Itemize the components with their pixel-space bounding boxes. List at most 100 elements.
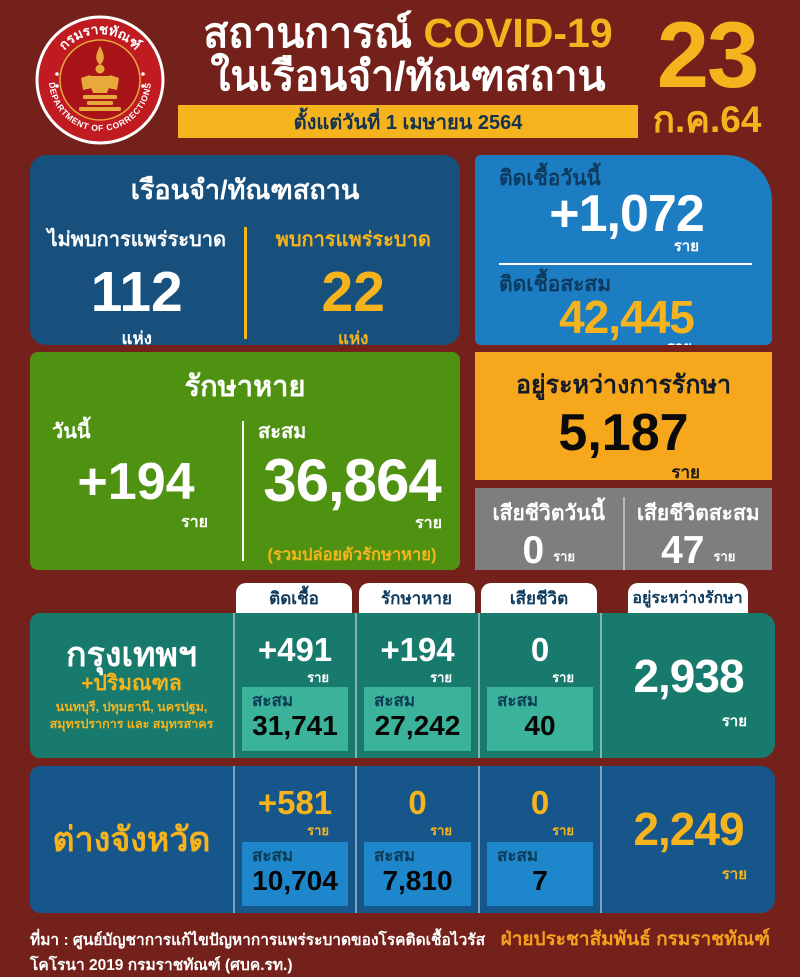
bangkok-recovered-cell: +194 ราย สะสม 27,242 bbox=[355, 613, 478, 758]
table-row-bangkok: กรุงเทพฯ +ปริมณฑล นนทบุรี, ปทุมธานี, นคร… bbox=[30, 613, 775, 758]
deaths-total-unit: ราย bbox=[713, 549, 736, 564]
region-subtitle-line2: สมุทรปราการ และ สมุทรสาคร bbox=[49, 717, 214, 732]
report-date-day: 23 bbox=[656, 2, 760, 107]
infected-today-label: ติดเชื้อวันนี้ bbox=[499, 167, 601, 190]
infected-today-unit: ราย bbox=[673, 238, 699, 256]
recovered-cum-box: สะสม 7,810 bbox=[364, 842, 471, 906]
in-treatment-value: 2,249 bbox=[633, 803, 744, 855]
unit-label: ราย bbox=[307, 670, 329, 685]
bangkok-label: กรุงเทพฯ +ปริมณฑล นนทบุรี, ปทุมธานี, นคร… bbox=[30, 613, 233, 758]
deaths-total-value: 47 bbox=[661, 529, 705, 570]
recovered-title: รักษาหาย bbox=[184, 371, 306, 403]
provinces-deaths-cell: 0 ราย สะสม 7 bbox=[478, 766, 600, 913]
footer: ที่มา : ศูนย์บัญชาการแก้ไขปัญหาการแพร่ระ… bbox=[30, 924, 770, 977]
region-name: ต่างจังหวัด bbox=[52, 820, 211, 859]
facilities-no-outbreak: ไม่พบการแพร่ระบาด 112 แห่ง bbox=[30, 223, 244, 345]
unit-label: ราย bbox=[552, 670, 574, 685]
unit-label: ราย bbox=[430, 670, 452, 685]
table-header-row: ติดเชื้อ รักษาหาย เสียชีวิต อยู่ระหว่างร… bbox=[30, 583, 775, 613]
deaths-cum-value: 7 bbox=[532, 864, 548, 896]
column-header-in-treatment: อยู่ระหว่างรักษา bbox=[627, 583, 748, 613]
provinces-in-treatment-cell: 2,249 ราย bbox=[600, 766, 775, 913]
summary-cards: เรือนจำ/ทัณฑสถาน ไม่พบการแพร่ระบาด 112 แ… bbox=[30, 155, 772, 570]
infected-cum-box: สะสม 10,704 bbox=[242, 842, 348, 906]
column-header-infected: ติดเชื้อ bbox=[236, 583, 352, 613]
provinces-label: ต่างจังหวัด bbox=[30, 766, 233, 913]
infected-today-value: +1,072 bbox=[549, 185, 705, 244]
cum-label: สะสม bbox=[374, 691, 416, 710]
in-treatment-card: อยู่ระหว่างการรักษา 5,187 ราย bbox=[475, 352, 772, 480]
facilities-card: เรือนจำ/ทัณฑสถาน ไม่พบการแพร่ระบาด 112 แ… bbox=[30, 155, 460, 345]
unit-label: ราย bbox=[721, 866, 747, 883]
recovered-today: วันนี้ +194 ราย bbox=[30, 415, 242, 568]
provinces-recovered-cell: 0 ราย สะสม 7,810 bbox=[355, 766, 478, 913]
infected-divider bbox=[499, 262, 752, 265]
deaths-cum-box: สะสม 40 bbox=[487, 687, 593, 751]
infected-total-unit: ราย bbox=[499, 339, 754, 345]
infected-cum-value: 31,741 bbox=[252, 709, 338, 741]
report-date: 23 ก.ค.64 bbox=[638, 2, 776, 150]
date-range-banner: ตั้งแต่วันที่ 1 เมษายน 2564 bbox=[178, 105, 638, 139]
deaths-cum-box: สะสม 7 bbox=[487, 842, 593, 906]
infected-new-value: +491 bbox=[257, 631, 333, 668]
in-treatment-value: 5,187 bbox=[558, 404, 689, 462]
recovered-divider bbox=[242, 421, 244, 561]
recovered-card: รักษาหาย วันนี้ +194 ราย สะสม 36,864 ราย… bbox=[30, 352, 460, 570]
deaths-total-label: เสียชีวิตสะสม bbox=[636, 502, 760, 525]
region-table: ติดเชื้อ รักษาหาย เสียชีวิต อยู่ระหว่างร… bbox=[30, 583, 775, 913]
cum-label: สะสม bbox=[252, 846, 294, 865]
deaths-today-unit: ราย bbox=[553, 549, 576, 564]
region-subtitle-line1: นนทบุรี, ปทุมธานี, นครปฐม, bbox=[55, 700, 208, 715]
provinces-infected-cell: +581 ราย สะสม 10,704 bbox=[233, 766, 355, 913]
title-situation: สถานการณ์ bbox=[203, 10, 424, 56]
deaths-total: เสียชีวิตสะสม 47 ราย bbox=[622, 497, 773, 570]
cum-label: สะสม bbox=[497, 691, 539, 710]
cum-label: สะสม bbox=[497, 846, 539, 865]
treatment-deaths-stack: อยู่ระหว่างการรักษา 5,187 ราย เสียชีวิตว… bbox=[475, 352, 772, 570]
table-row-provinces: ต่างจังหวัด +581 ราย สะสม 10,704 0 ราย ส… bbox=[30, 766, 775, 913]
facilities-divider bbox=[243, 227, 247, 339]
deaths-today-label: เสียชีวิตวันนี้ bbox=[492, 502, 606, 525]
no-outbreak-label: ไม่พบการแพร่ระบาด bbox=[47, 229, 226, 251]
deaths-card: เสียชีวิตวันนี้ 0 ราย เสียชีวิตสะสม 47 ร… bbox=[475, 488, 772, 570]
deaths-today: เสียชีวิตวันนี้ 0 ราย bbox=[475, 497, 623, 570]
page-title-line2: ในเรือนจำ/ทัณฑสถาน bbox=[210, 53, 606, 100]
in-treatment-label: อยู่ระหว่างการรักษา bbox=[516, 371, 731, 399]
source-text: ที่มา : ศูนย์บัญชาการแก้ไขปัญหาการแพร่ระ… bbox=[30, 932, 486, 974]
department-of-corrections-seal-icon: กรมราชทัณฑ์ DEPARTMENT OF CORRECTIONS bbox=[34, 14, 166, 146]
recovered-cum-box: สะสม 27,242 bbox=[364, 687, 471, 751]
report-date-month: ก.ค.64 bbox=[652, 99, 762, 141]
infected-cum-value: 10,704 bbox=[252, 864, 338, 896]
infected-card: ติดเชื้อวันนี้ +1,072 ราย ติดเชื้อสะสม 4… bbox=[475, 155, 772, 345]
recovered-cum-value: 7,810 bbox=[382, 864, 453, 896]
credit-text: ฝ่ายประชาสัมพันธ์ กรมราชทัณฑ์ bbox=[500, 929, 770, 950]
region-name: กรุงเทพฯ bbox=[66, 636, 197, 675]
seal-emblem bbox=[79, 46, 121, 111]
unit-label: ราย bbox=[307, 823, 329, 838]
deaths-today-value: 0 bbox=[522, 529, 545, 570]
title-covid19: COVID-19 bbox=[423, 10, 613, 56]
unit-label: ราย bbox=[430, 823, 452, 838]
infected-total-label: ติดเชื้อสะสม bbox=[499, 272, 612, 296]
recovered-total-value: 36,864 bbox=[263, 447, 442, 514]
recovered-new-value: 0 bbox=[408, 784, 427, 821]
deaths-cum-value: 40 bbox=[524, 709, 556, 741]
recovered-total: สะสม 36,864 ราย (รวมปล่อยตัวรักษาหาย) bbox=[244, 415, 460, 568]
recovered-total-unit: ราย bbox=[415, 515, 442, 532]
infected-cum-box: สะสม 31,741 bbox=[242, 687, 348, 751]
in-treatment-value: 2,938 bbox=[633, 650, 744, 702]
recovered-today-label: วันนี้ bbox=[52, 421, 91, 443]
outbreak-unit: แห่ง bbox=[338, 328, 369, 345]
cum-label: สะสม bbox=[252, 691, 294, 710]
facilities-title: เรือนจำ/ทัณฑสถาน bbox=[130, 175, 360, 205]
deaths-new-value: 0 bbox=[530, 784, 550, 821]
unit-label: ราย bbox=[721, 713, 747, 730]
in-treatment-unit: ราย bbox=[671, 463, 700, 480]
recovered-note: (รวมปล่อยตัวรักษาหาย) bbox=[267, 546, 437, 564]
title-block: สถานการณ์ COVID-19 ในเรือนจำ/ทัณฑสถาน ตั… bbox=[178, 10, 638, 150]
infected-new-value: +581 bbox=[257, 784, 333, 821]
header: กรมราชทัณฑ์ DEPARTMENT OF CORRECTIONS bbox=[0, 0, 800, 150]
bangkok-infected-cell: +491 ราย สะสม 31,741 bbox=[233, 613, 355, 758]
column-header-deaths: เสียชีวิต bbox=[481, 583, 597, 613]
